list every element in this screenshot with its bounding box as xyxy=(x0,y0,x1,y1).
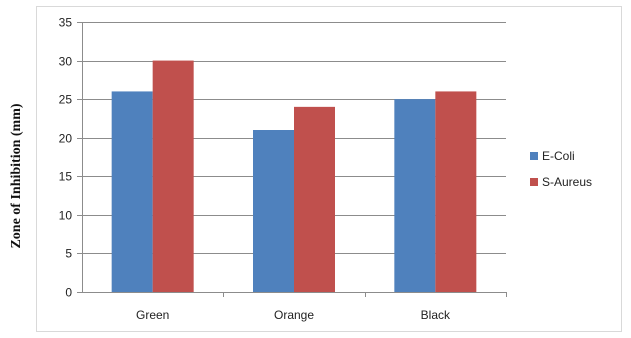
x-tick-label: Orange xyxy=(274,308,314,322)
bars xyxy=(111,60,477,293)
axes xyxy=(77,22,507,297)
y-tick-label: 35 xyxy=(59,16,73,30)
bar-e-coli-green xyxy=(111,91,153,292)
bar-e-coli-black xyxy=(394,99,436,293)
legend-label: E-Coli xyxy=(542,149,575,163)
y-tick-label: 30 xyxy=(59,55,73,69)
y-tick-label: 20 xyxy=(59,132,73,146)
y-tick-label: 15 xyxy=(59,170,73,184)
legend: E-Coli S-Aureus xyxy=(530,149,592,189)
bar-s-aureus-green xyxy=(152,60,194,293)
bar-s-aureus-black xyxy=(435,91,477,292)
y-axis-label: Zone of Inhibition (mm) xyxy=(9,103,24,248)
bar-s-aureus-orange xyxy=(294,106,335,292)
legend-swatch xyxy=(530,178,538,186)
legend-swatch xyxy=(530,152,538,160)
y-tick-labels: 0 5 10 15 20 25 30 35 xyxy=(59,16,73,300)
x-tick-label: Green xyxy=(136,308,169,322)
legend-label: S-Aureus xyxy=(542,175,592,189)
y-tick-label: 10 xyxy=(59,209,73,223)
y-tick-label: 25 xyxy=(59,93,73,107)
y-tick-label: 0 xyxy=(65,286,72,300)
x-tick-labels: Green Orange Black xyxy=(136,308,451,322)
bar-e-coli-orange xyxy=(253,130,294,292)
x-tick-label: Black xyxy=(421,308,451,322)
y-tick-label: 5 xyxy=(65,247,72,261)
